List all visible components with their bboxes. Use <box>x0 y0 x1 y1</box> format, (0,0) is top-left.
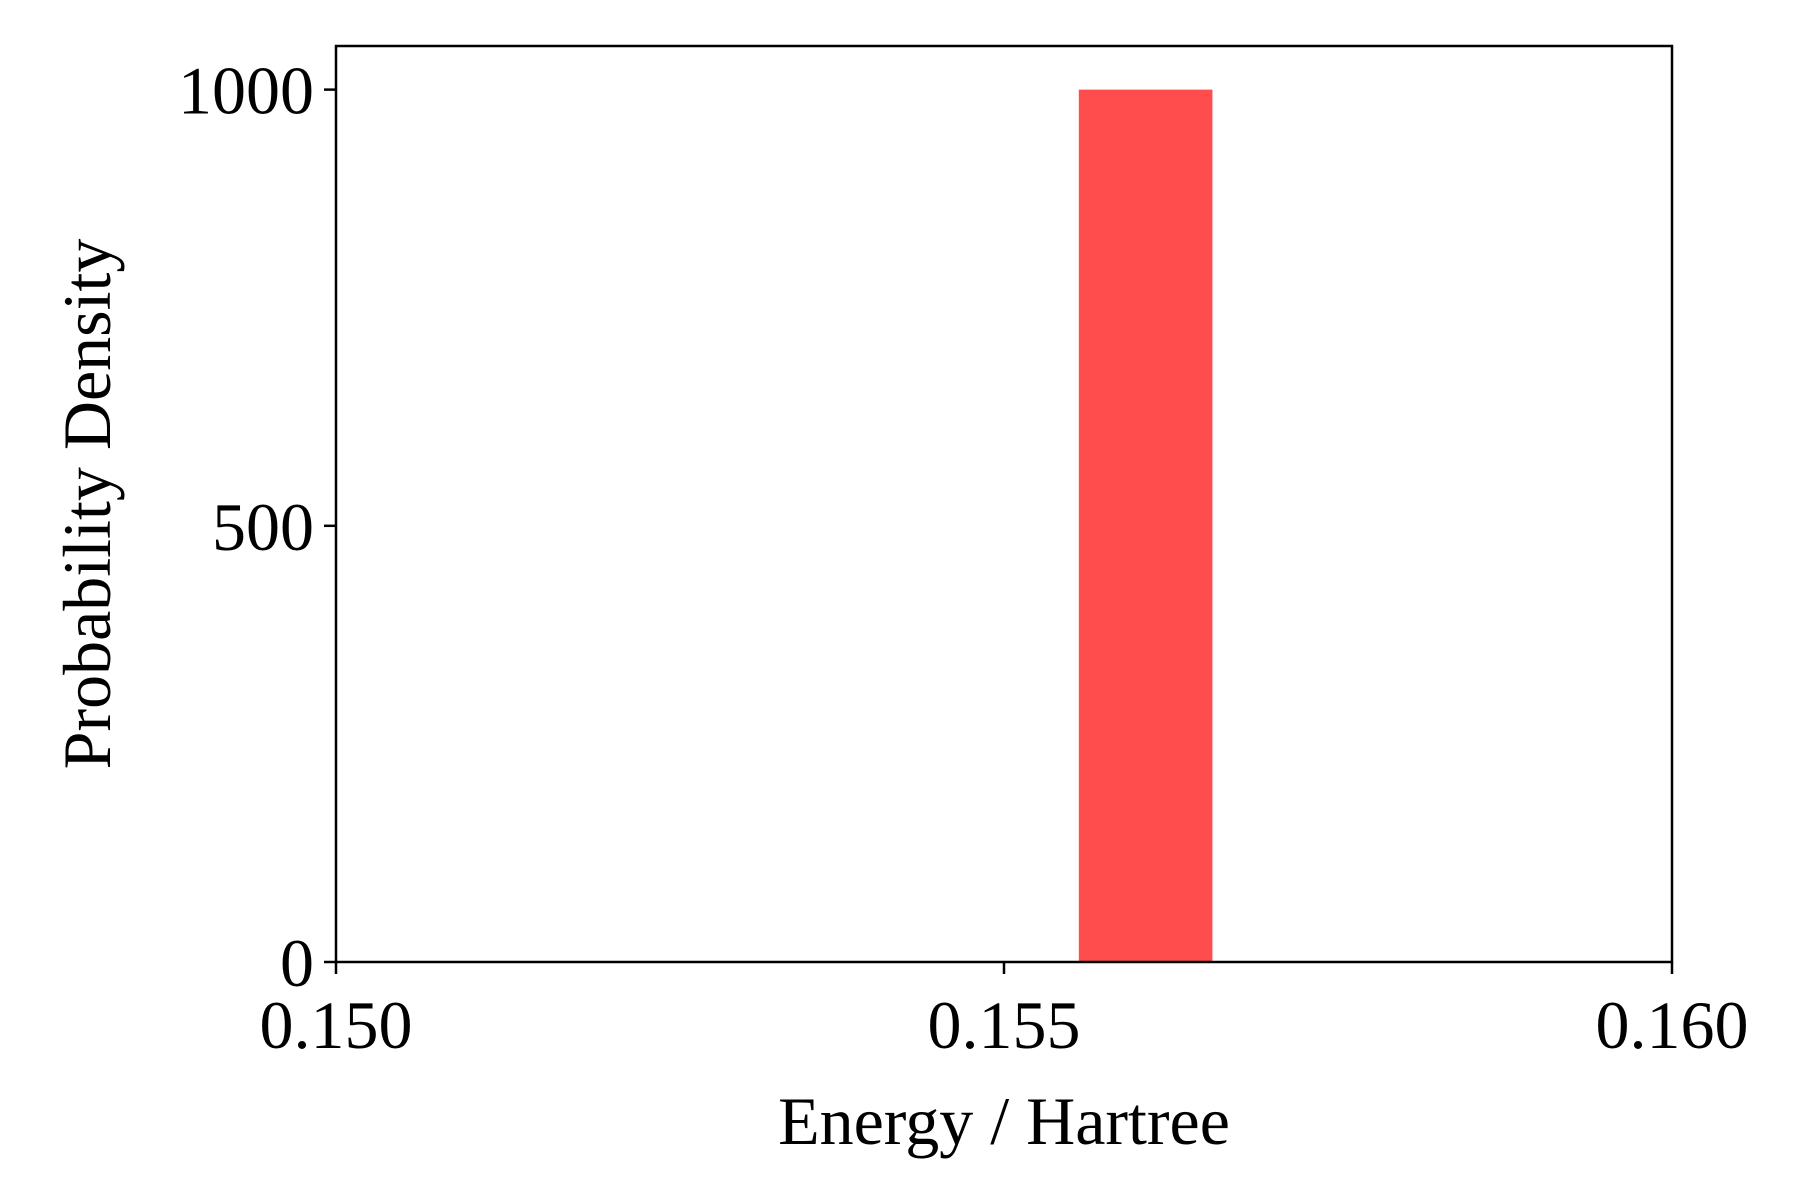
y-tick-label-2: 1000 <box>178 53 314 129</box>
x-tick-label-1: 0.155 <box>928 987 1081 1063</box>
plot-frame <box>334 44 1674 964</box>
y-tick-label-0: 0 <box>280 925 314 1001</box>
histogram-bar-0 <box>1078 89 1213 963</box>
y-tick-label-1: 500 <box>212 489 314 565</box>
x-tick-label-0: 0.150 <box>260 987 413 1063</box>
y-axis: 0 500 1000 <box>178 53 336 1001</box>
x-tick-label-2: 0.160 <box>1596 987 1749 1063</box>
x-axis: 0.150 0.155 0.160 <box>260 962 1749 1063</box>
x-axis-label: Energy / Hartree <box>778 1083 1230 1159</box>
y-axis-label: Probability Density <box>49 239 125 770</box>
bars-layer <box>1078 89 1213 963</box>
